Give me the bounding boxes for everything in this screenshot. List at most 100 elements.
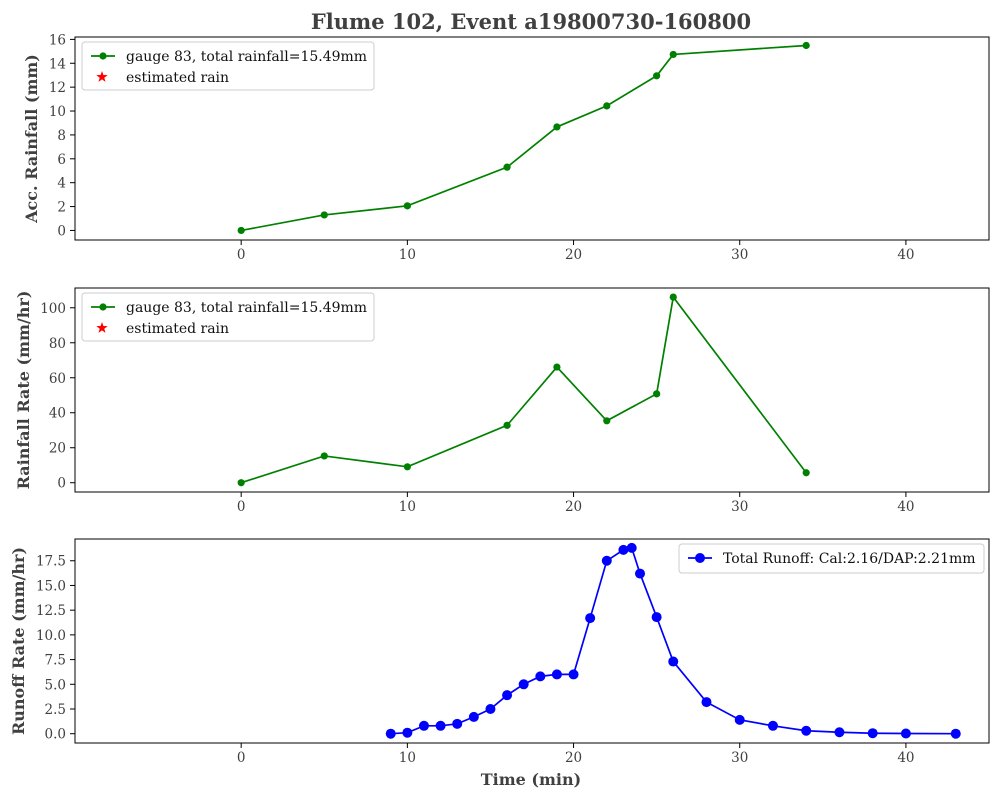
legend-label: estimated rain: [126, 70, 229, 86]
data-point: [403, 202, 411, 210]
y-axis-label: Acc. Rainfall (mm): [22, 54, 41, 224]
data-point: [900, 728, 911, 739]
data-point: [626, 542, 637, 553]
data-point: [669, 50, 677, 59]
data-point: [668, 656, 679, 667]
data-point: [403, 463, 411, 471]
data-point: [568, 669, 579, 680]
legend-label: gauge 83, total rainfall=15.49mm: [126, 49, 367, 65]
x-tick-label: 20: [565, 750, 582, 766]
x-tick-label: 0: [237, 247, 246, 263]
data-point: [603, 417, 611, 425]
plot-area-frame: [74, 538, 990, 744]
legend-box: [81, 41, 375, 91]
y-tick-label: 14: [49, 56, 66, 72]
data-point: [653, 390, 661, 398]
y-tick-label: 40: [49, 406, 66, 422]
data-point: [418, 720, 429, 731]
y-tick-label: 15.0: [36, 578, 66, 594]
data-point: [452, 718, 463, 729]
y-tick-label: 4: [57, 176, 66, 192]
series-line-1: [390, 546, 956, 735]
chart-panel-2: 0 10 20 30 40 0 20 40 60 80 100 Rainfall Rate (mm/h…: [14, 287, 990, 515]
data-point: [585, 613, 596, 624]
legend-label: Total Runoff: Cal:2.16/DAP:2.21mm: [723, 551, 976, 567]
legend-label: estimated rain: [126, 321, 229, 337]
x-tick-label: 30: [731, 247, 748, 263]
data-point: [553, 123, 561, 131]
y-tick-label: 8: [57, 128, 66, 144]
data-point: [402, 727, 413, 738]
data-point: [485, 704, 496, 714]
data-point: [435, 720, 446, 731]
data-point: [834, 727, 845, 738]
data-point: [320, 211, 328, 219]
x-axis-label: Time (min): [481, 770, 581, 789]
legend-box: [81, 292, 375, 342]
data-point: [237, 479, 245, 487]
y-tick-label: 100: [40, 301, 66, 317]
y-tick-label: 6: [57, 152, 66, 168]
x-tick-label: 20: [565, 499, 582, 515]
data-point: [618, 544, 629, 555]
chart-panel-1: 0 10 20 30 40 0 2 4 6 8 10 12 14 16 Acc. Rainfall (mm)…: [22, 32, 990, 263]
data-point: [385, 728, 396, 739]
y-tick-label: 2: [57, 200, 66, 216]
plot-area-frame: [74, 287, 990, 493]
data-point: [601, 555, 612, 566]
y-tick-label: 20: [49, 441, 66, 457]
data-point: [237, 226, 245, 235]
y-tick-label: 12: [49, 80, 66, 96]
data-point: [767, 720, 778, 731]
data-point: [553, 363, 561, 371]
data-point: [867, 728, 878, 739]
data-point: [635, 568, 646, 579]
plot-area-frame: [74, 36, 990, 241]
y-tick-label: 16: [49, 32, 66, 48]
y-tick-label: 60: [49, 371, 66, 387]
x-tick-label: 40: [897, 499, 914, 515]
legend-circle-marker: [99, 303, 107, 311]
data-point: [734, 714, 745, 725]
y-tick-label: 0.0: [45, 727, 66, 743]
y-tick-label: 10.0: [36, 628, 66, 644]
x-tick-label: 40: [897, 247, 914, 263]
x-tick-label: 30: [731, 499, 748, 515]
y-tick-label: 12.5: [36, 603, 66, 619]
data-point: [802, 469, 810, 477]
legend-star-marker: [96, 322, 108, 333]
legend-star-marker: [96, 71, 108, 82]
chart-title: Flume 102, Event a19800730-160800: [311, 9, 751, 34]
data-point: [669, 293, 677, 301]
x-tick-label: 10: [399, 499, 416, 515]
data-point: [801, 725, 812, 736]
data-point: [503, 163, 511, 171]
y-axis-label: Runoff Rate (mm/hr): [9, 547, 28, 735]
data-point: [468, 711, 479, 722]
x-tick-label: 20: [565, 247, 582, 263]
data-point: [551, 669, 562, 680]
y-tick-label: 17.5: [36, 554, 66, 570]
y-tick-label: 5.0: [45, 677, 66, 693]
x-tick-label: 40: [897, 750, 914, 766]
x-tick-label: 10: [399, 750, 416, 766]
x-tick-label: 10: [399, 247, 416, 263]
legend-circle-marker: [695, 553, 705, 563]
legend-label: gauge 83, total rainfall=15.49mm: [126, 300, 367, 316]
y-tick-label: 10: [49, 104, 66, 120]
chart-panel-3: 0 10 20 30 40 0.0 2.5 5.0 7.5 10.0 12.5 15.0 17.5 Run…: [9, 538, 990, 789]
y-axis-label: Rainfall Rate (mm/hr): [14, 291, 33, 490]
data-point: [320, 452, 328, 460]
data-point: [535, 671, 546, 682]
y-tick-label: 2.5: [45, 702, 66, 718]
y-tick-label: 0: [57, 223, 66, 239]
y-tick-label: 7.5: [45, 653, 66, 669]
data-point: [950, 728, 961, 739]
legend-box: [678, 543, 985, 574]
x-tick-label: 0: [237, 499, 246, 515]
x-tick-label: 0: [237, 750, 246, 766]
x-tick-label: 30: [731, 750, 748, 766]
data-point: [603, 102, 611, 110]
data-point: [651, 612, 662, 623]
data-point: [503, 421, 511, 429]
